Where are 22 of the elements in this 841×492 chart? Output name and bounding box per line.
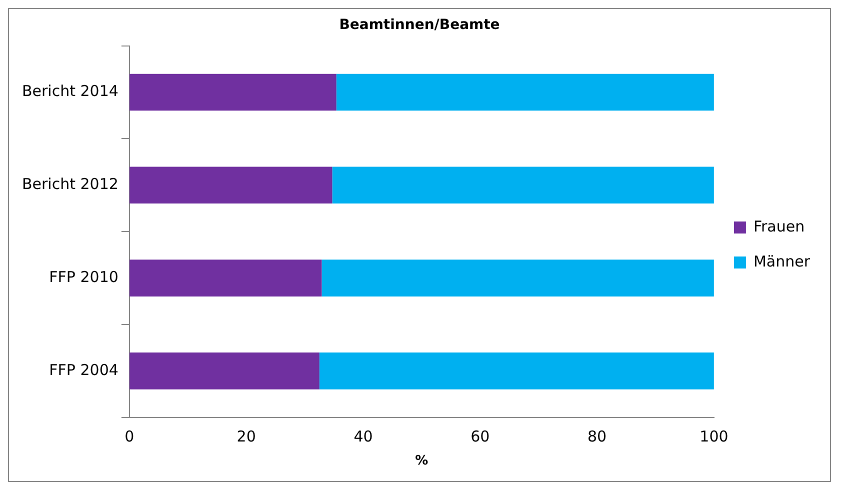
x-tick-label: 80 (588, 427, 607, 446)
x-tick-label: 100 (700, 427, 728, 446)
x-tick-label: 0 (124, 427, 134, 446)
bar (332, 166, 714, 204)
y-tick-label: FFP 2004 (49, 360, 118, 379)
x-axis-title: % (415, 454, 428, 469)
x-tick-label: 60 (470, 427, 490, 446)
y-tick-label: Bericht 2012 (22, 175, 118, 194)
bar (129, 260, 322, 296)
bar (129, 352, 320, 390)
bar (129, 166, 332, 204)
x-tick-label: 40 (354, 427, 373, 446)
bar (322, 260, 714, 296)
chart-title: Beamtinnen/Beamte (339, 17, 500, 34)
bar (129, 74, 336, 111)
x-tick-label: 20 (236, 427, 256, 446)
y-tick-label: Bericht 2014 (22, 82, 118, 100)
y-tick-label: FFP 2010 (49, 268, 118, 286)
legend-label: Frauen (753, 217, 805, 236)
legend-label: Männer (753, 252, 811, 270)
bar (319, 352, 714, 390)
bar (336, 74, 714, 111)
